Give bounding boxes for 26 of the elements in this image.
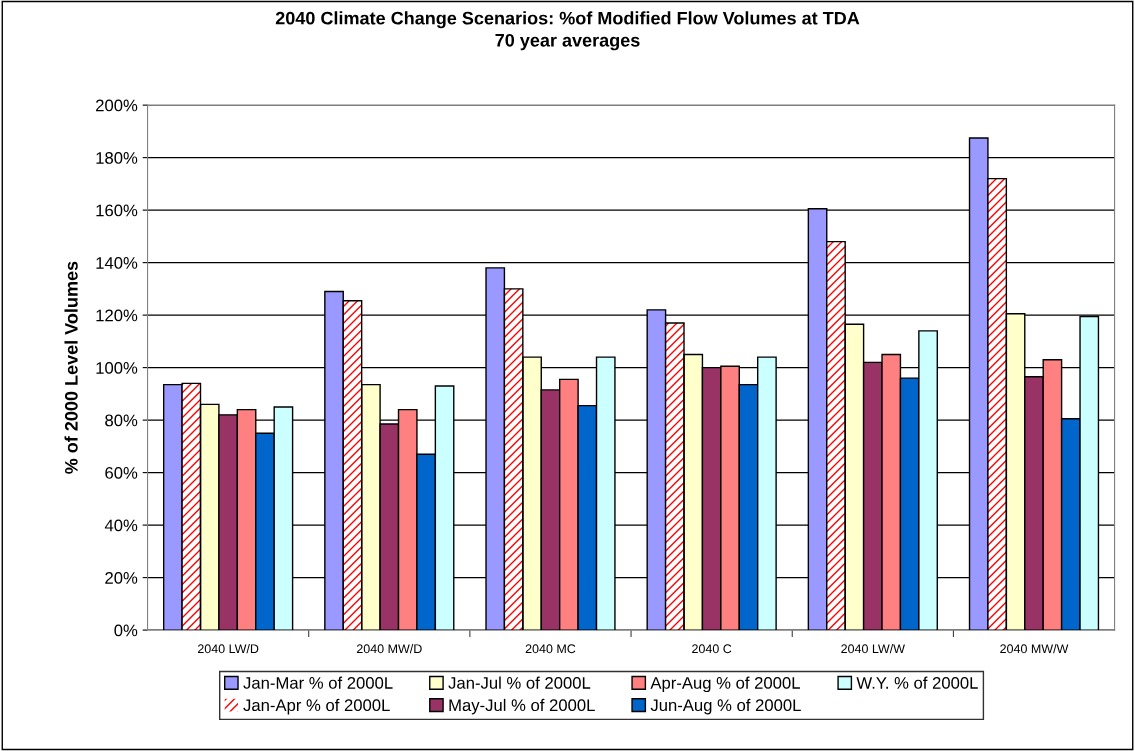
y-tick-label: 0%	[114, 624, 138, 637]
legend-label: May-Jul % of 2000L	[449, 698, 595, 715]
chart-title: 2040 Climate Change Scenarios: %of Modified Flow Volumes at TDA 70 year averages	[275, 11, 860, 51]
legend-label: W.Y. % of 2000L	[856, 676, 978, 689]
y-tick-label: 20%	[105, 572, 138, 584]
x-tick-label: 2040 LW/D	[197, 643, 259, 654]
y-tick-label: 200%	[96, 99, 138, 112]
legend-label: Jan-Mar % of 2000L	[243, 676, 393, 689]
legend-label: Jan-Jul % of 2000L	[448, 676, 591, 689]
y-tick-label: 60%	[105, 467, 138, 479]
y-axis-title: % of 2000 Level Volumes	[64, 261, 78, 474]
legend-label: Jun-Aug % of 2000L	[650, 698, 801, 715]
y-tick-label: 180%	[96, 152, 138, 164]
y-tick-label: 160%	[96, 204, 138, 217]
y-tick-label: 120%	[96, 309, 138, 322]
legend-label: Jan-Apr % of 2000L	[243, 698, 390, 715]
x-tick-label: 2040 MC	[525, 644, 576, 654]
x-tick-label: 2040 MW/W	[1000, 643, 1069, 654]
x-tick-label: 2040 LW/W	[841, 643, 905, 654]
y-tick-label: 40%	[104, 519, 138, 532]
legend-label: Apr-Aug % of 2000L	[650, 676, 800, 693]
y-tick-label: 100%	[96, 362, 138, 374]
y-tick-label: 80%	[105, 414, 138, 427]
x-tick-label: 2040 MW/D	[356, 643, 422, 654]
x-tick-label: 2040 C	[692, 644, 732, 654]
y-tick-label: 140%	[96, 257, 138, 269]
